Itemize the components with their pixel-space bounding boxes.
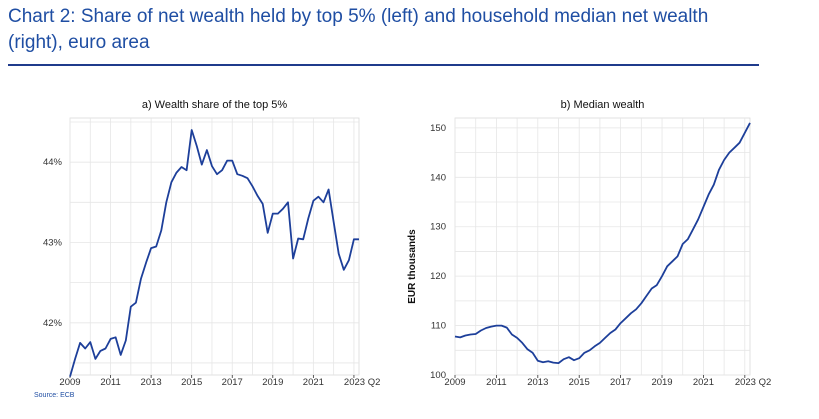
x-tick-label: 2019 <box>262 377 283 388</box>
x-tick-label: 2023 Q2 <box>735 377 771 388</box>
x-tick-label: 2017 <box>222 377 243 388</box>
y-tick-label: 43% <box>43 237 63 248</box>
x-tick-label: 2021 <box>303 377 324 388</box>
plot-area <box>69 117 360 376</box>
source-note: Source: ECB <box>34 392 75 399</box>
panel-median-wealth: 100 110 120 130 140 150 2009 2011 2013 2015 2017 20… <box>407 99 771 388</box>
title-divider <box>8 64 759 66</box>
series-line <box>69 129 359 377</box>
x-tick-label: 2023 Q2 <box>344 377 380 388</box>
panel-title: b) Median wealth <box>561 99 645 111</box>
x-tick-label: 2013 <box>527 377 548 388</box>
x-tick-label: 2015 <box>569 377 590 388</box>
y-tick-label: 100 <box>430 370 446 381</box>
y-tick-label: 130 <box>430 222 446 233</box>
y-axis-label: EUR thousands <box>407 229 418 304</box>
x-tick-label: 2017 <box>610 377 631 388</box>
x-tick-label: 2011 <box>100 377 120 388</box>
x-tick-label: 2011 <box>486 377 506 388</box>
x-tick-label: 2013 <box>141 377 162 388</box>
series-line <box>454 122 751 364</box>
panel-title: a) Wealth share of the top 5% <box>142 99 288 111</box>
plot-area <box>454 117 751 376</box>
y-tick-label: 42% <box>43 318 63 329</box>
y-tick-label: 110 <box>431 321 446 332</box>
x-tick-label: 2015 <box>181 377 202 388</box>
y-tick-label: 120 <box>430 271 446 282</box>
panel-wealth-share: 42% 43% 44% 2009 2011 2013 2015 2017 2019 2021 202… <box>43 99 380 388</box>
chart-title: Chart 2: Share of net wealth held by top… <box>8 6 709 53</box>
y-tick-label: 140 <box>430 172 446 183</box>
x-tick-label: 2009 <box>444 377 465 388</box>
x-tick-label: 2009 <box>59 377 80 388</box>
x-tick-label: 2019 <box>651 377 672 388</box>
x-tick-label: 2021 <box>693 377 714 388</box>
y-tick-label: 44% <box>43 157 63 168</box>
y-tick-label: 150 <box>430 123 446 134</box>
